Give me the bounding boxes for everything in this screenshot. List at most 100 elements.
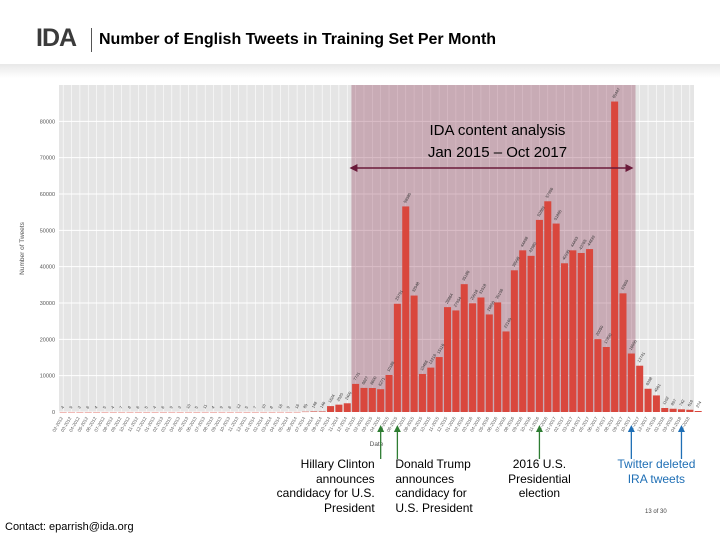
x-tick-labels: 02-201203-201204-201205-201206-201207-20… (51, 416, 690, 433)
bar (519, 250, 527, 412)
bar (602, 346, 610, 412)
value-label: 16095 (628, 338, 638, 351)
value-label: 9 (285, 404, 291, 409)
value-label: 10186 (386, 360, 396, 373)
y-tick-label: 50000 (40, 228, 55, 234)
value-label: 43765 (578, 238, 588, 251)
bar (577, 252, 585, 412)
bar (418, 373, 426, 412)
event-annotation-line: announces (395, 471, 455, 486)
y-tick-label: 80000 (40, 119, 55, 125)
value-label: 12741 (636, 350, 646, 363)
event-annotation-line: Donald Trump (395, 457, 471, 471)
event-arrow (535, 425, 543, 459)
value-label: 85447 (611, 86, 621, 99)
value-labels: 4 9 3 6 4 5 4 7 8 6 5 4 6 9 3 10 5 11 4 9 6 12 5 7 10 8 16 9 16 89 148… (60, 86, 703, 409)
event-arrow (677, 425, 685, 459)
value-label: 6398 (645, 375, 654, 386)
value-label: 10466 (419, 359, 429, 372)
value-label: 7 (252, 404, 258, 409)
bar (527, 255, 535, 412)
value-label: 32048 (411, 280, 421, 293)
value-label: 31518 (477, 282, 487, 295)
value-label: 3 (76, 404, 82, 409)
page-number: 13 of 30 (645, 509, 667, 515)
bar (586, 249, 594, 412)
analysis-window-range: Jan 2015 – Oct 2017 (428, 144, 567, 161)
bars (59, 101, 702, 413)
event-annotation-line: candidacy for U.S. (276, 486, 375, 500)
value-label: 20050 (594, 324, 604, 337)
value-label: 4 (152, 404, 158, 409)
value-label: 12 (235, 402, 242, 409)
value-label: 42980 (528, 241, 538, 254)
bar (377, 389, 385, 412)
bar (452, 310, 460, 412)
value-label: 16 (294, 402, 301, 409)
slide-title: Number of English Tweets in Training Set… (99, 31, 497, 48)
value-label: 4 (110, 404, 116, 409)
event-arrow (393, 425, 401, 459)
bar (335, 404, 343, 412)
value-label: 148 (310, 400, 318, 409)
event-annotation: Donald Trump announces candidacy for U.S. P… (395, 457, 472, 515)
value-label: 10 (260, 402, 267, 409)
event-annotation-line: candidacy for (395, 486, 467, 500)
bar (393, 303, 401, 412)
bar (627, 353, 635, 412)
value-label: 28864 (444, 292, 454, 305)
bar (494, 302, 502, 412)
logo-divider (91, 28, 92, 52)
bar (318, 411, 326, 412)
bar (677, 409, 685, 412)
event-arrow (627, 425, 635, 459)
header-rule (0, 64, 720, 78)
value-label: 15116 (436, 342, 446, 355)
event-annotation: 2016 U.S. Presidential election (479, 457, 599, 501)
value-label: 146 (319, 400, 327, 409)
value-label: 10 (185, 402, 192, 409)
bar (669, 408, 677, 412)
value-label: 6 (227, 404, 233, 409)
y-tick-label: 0 (52, 410, 55, 416)
bar (368, 388, 376, 412)
value-label: 9 (218, 404, 224, 409)
analysis-window-arrow (349, 164, 634, 172)
bar (385, 374, 393, 412)
analysis-window-title: IDA content analysis (430, 122, 566, 139)
bar (619, 293, 627, 412)
y-tick-labels: 0 10000 20000 30000 40000 50000 60000 70000 8000… (40, 119, 55, 416)
value-label: 44498 (519, 235, 529, 248)
event-annotation: Hillary Clinton announces candidacy for U.… (277, 457, 375, 515)
value-label: 1102 (661, 395, 670, 406)
bar (686, 409, 694, 412)
event-annotation-line: President (323, 500, 375, 515)
value-label: 57996 (544, 186, 554, 199)
bar (535, 219, 543, 412)
value-label: 44839 (586, 234, 596, 247)
value-label: 742 (678, 398, 686, 407)
ida-logo: IDA (36, 24, 77, 52)
event-arrow (377, 425, 385, 459)
value-label: 6 (160, 404, 166, 409)
value-label: 27954 (452, 295, 462, 308)
bar (661, 407, 669, 412)
value-label: 4561 (653, 382, 662, 393)
contact-info: Contact: eparrish@ida.org (5, 521, 134, 533)
bar (510, 270, 518, 412)
value-label: 56580 (402, 191, 412, 204)
value-label: 35186 (461, 269, 471, 282)
bar (611, 101, 619, 412)
bar (552, 223, 560, 412)
value-label: 8 (269, 404, 275, 409)
y-axis-label: Number of Tweets (19, 221, 26, 274)
bar (485, 314, 493, 412)
bar (460, 284, 468, 412)
value-label: 26850 (486, 299, 496, 312)
bar (352, 383, 360, 412)
bar (694, 411, 702, 412)
value-label: 89 (302, 402, 309, 409)
value-label: 9 (68, 404, 74, 409)
value-label: 22169 (503, 316, 513, 329)
value-label: 5 (143, 404, 149, 409)
